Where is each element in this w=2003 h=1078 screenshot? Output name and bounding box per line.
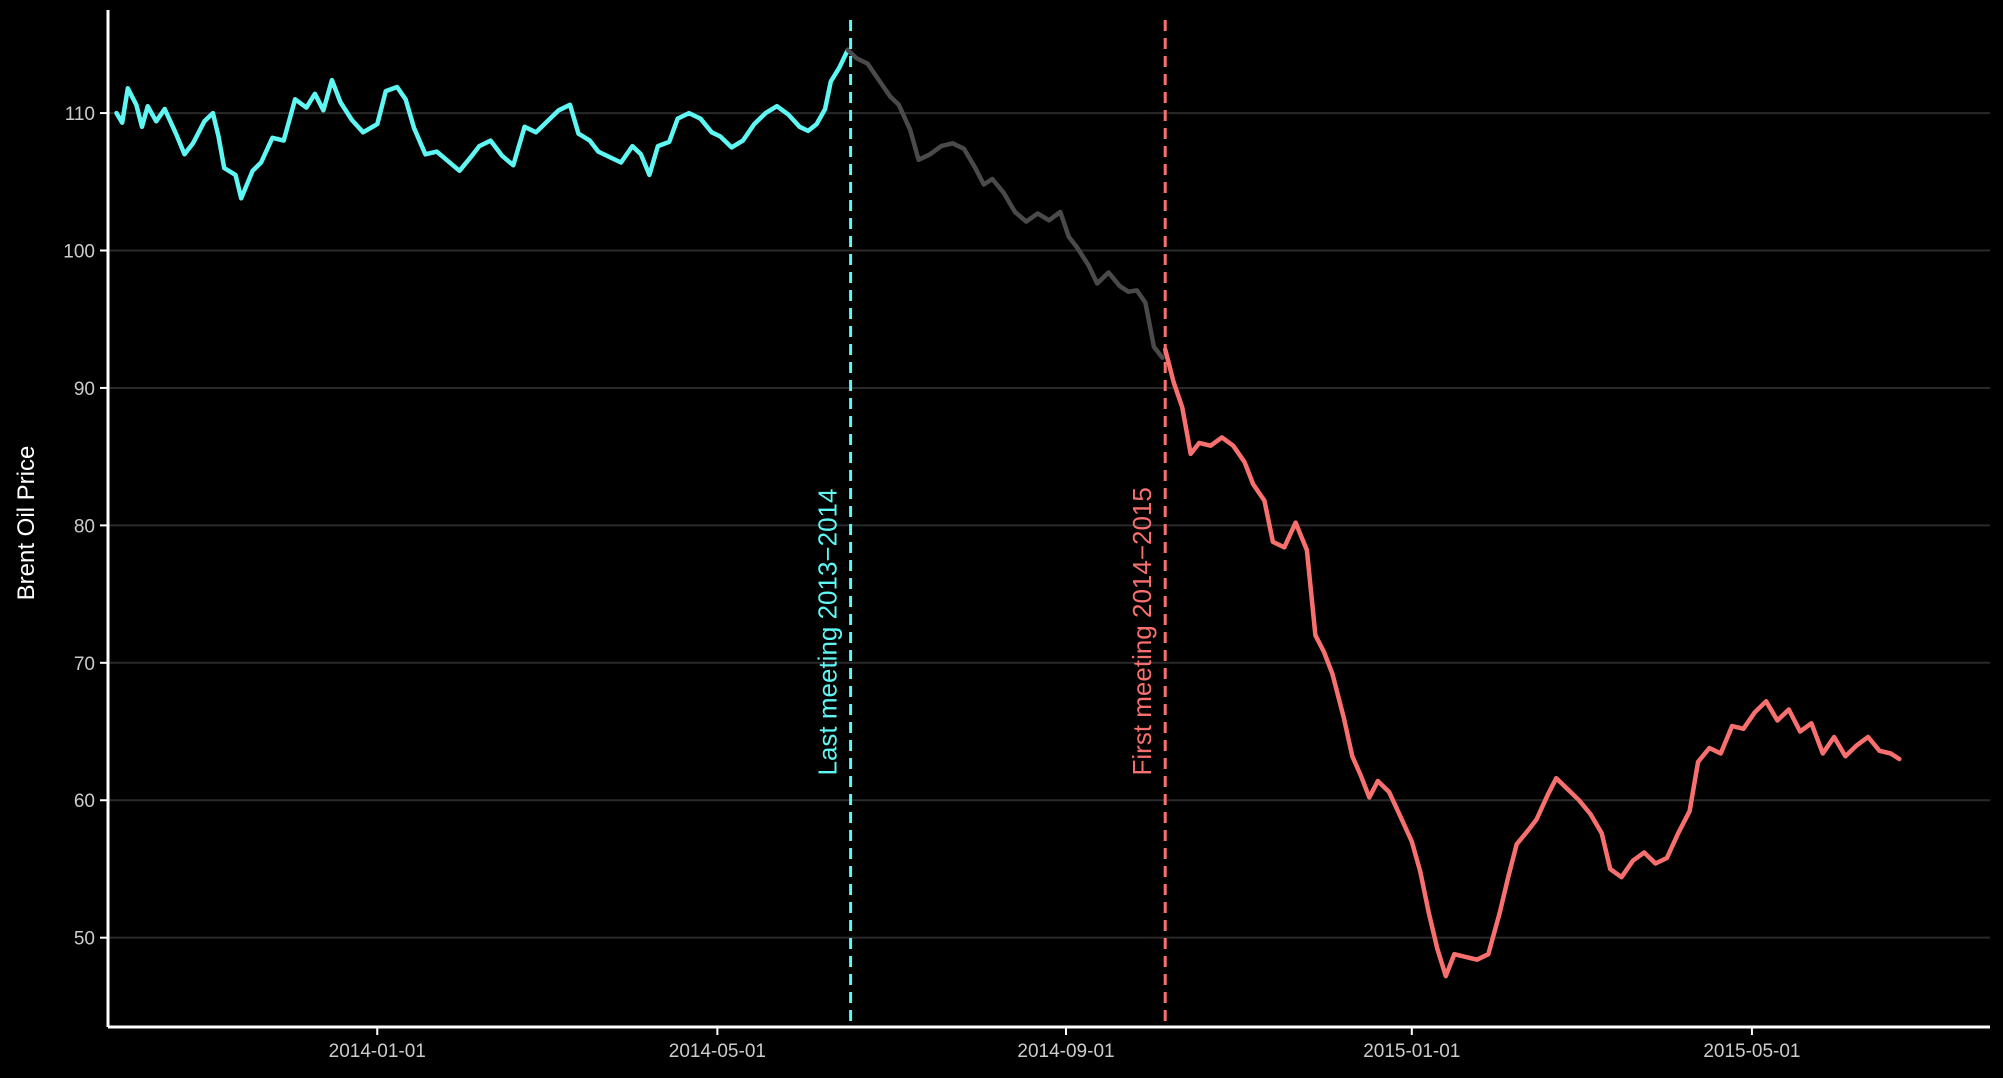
y-tick-label: 50 bbox=[74, 929, 95, 950]
x-tick-label: 2014-05-01 bbox=[669, 1041, 766, 1062]
y-tick-label: 80 bbox=[74, 516, 95, 537]
series-line-0 bbox=[114, 47, 851, 201]
gridlines bbox=[108, 112, 1990, 939]
series-group bbox=[114, 47, 1902, 979]
x-tick-label: 2014-01-01 bbox=[329, 1041, 426, 1062]
reference-lines: Last meeting 2013−2014 First meeting 2014… bbox=[813, 20, 1167, 1027]
x-tick-label: 2015-05-01 bbox=[1703, 1041, 1800, 1062]
reference-line-label-0: Last meeting 2013−2014 bbox=[813, 489, 843, 776]
series-line-1 bbox=[845, 47, 1165, 360]
series-line-2 bbox=[1162, 347, 1902, 979]
y-tick-label: 90 bbox=[74, 379, 95, 400]
y-axis-label: Brent Oil Price bbox=[13, 446, 40, 601]
x-tick-label: 2015-01-01 bbox=[1363, 1041, 1460, 1062]
reference-line-label-1: First meeting 2014−2015 bbox=[1127, 487, 1157, 775]
y-tick-label: 100 bbox=[63, 242, 95, 263]
y-tick-label: 110 bbox=[65, 104, 95, 125]
x-tick-label: 2014-09-01 bbox=[1017, 1041, 1114, 1062]
y-tick-label: 60 bbox=[74, 791, 95, 812]
y-tick-label: 70 bbox=[74, 654, 95, 675]
axes bbox=[106, 10, 1990, 1029]
tick-labels: 50 60 70 80 90 100 110 2014-01-01 2014-05-01 2014… bbox=[63, 104, 1800, 1062]
